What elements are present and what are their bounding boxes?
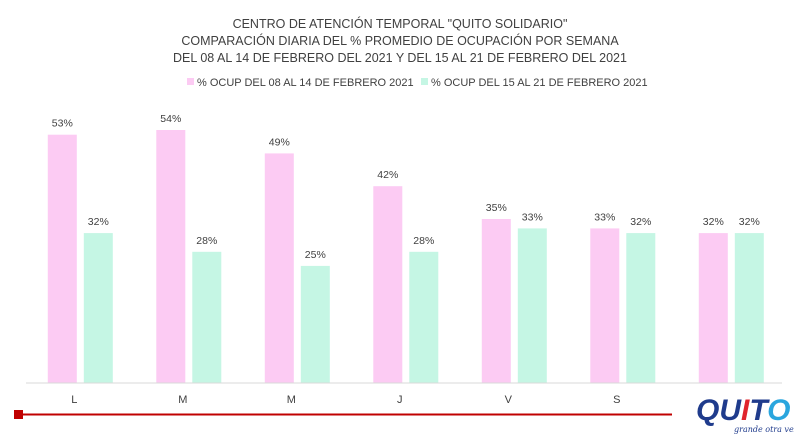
- x-tick-label-1: M: [178, 394, 187, 406]
- bar-series-1-cat-2: [264, 153, 294, 383]
- legend-swatch-series-2: [421, 78, 428, 85]
- x-tick-label-2: M: [287, 394, 296, 406]
- x-tick-label-5: S: [613, 394, 620, 406]
- x-tick-label-4: V: [505, 394, 513, 406]
- value-label-series-1-cat-5: 33%: [594, 211, 615, 223]
- quito-logo: QUITO grande otra vez: [696, 394, 794, 434]
- logo-letter-2: I: [741, 394, 750, 427]
- value-label-series-2-cat-1: 28%: [196, 235, 217, 247]
- x-tick-label-0: L: [71, 394, 77, 406]
- value-label-series-1-cat-2: 49%: [269, 136, 290, 148]
- value-label-series-1-cat-4: 35%: [486, 202, 507, 214]
- value-label-series-2-cat-5: 32%: [630, 216, 651, 228]
- logo-letter-0: Q: [696, 394, 719, 427]
- chart-legend: % OCUP DEL 08 AL 14 DE FEBRERO 2021 % OC…: [187, 77, 648, 89]
- logo-letter-4: O: [767, 394, 790, 427]
- value-label-series-2-cat-6: 32%: [739, 216, 760, 228]
- bar-series-2-cat-0: [83, 233, 113, 383]
- bar-series-1-cat-3: [373, 186, 403, 383]
- value-label-series-2-cat-0: 32%: [88, 216, 109, 228]
- bars-group: [47, 130, 764, 383]
- chart-title: CENTRO DE ATENCIÓN TEMPORAL "QUITO SOLID…: [173, 16, 627, 65]
- footer-bar: [14, 410, 672, 419]
- logo-letter-3: T: [749, 394, 770, 427]
- bar-series-2-cat-3: [409, 251, 439, 383]
- x-tick-label-3: J: [397, 394, 403, 406]
- bar-series-2-cat-1: [192, 251, 222, 383]
- quito-logo-tagline: grande otra vez: [734, 425, 794, 434]
- bar-series-1-cat-5: [590, 228, 620, 383]
- bar-series-2-cat-6: [734, 233, 764, 383]
- quito-logo-wordmark: QUITO: [696, 394, 791, 427]
- bar-series-1-cat-1: [156, 130, 186, 383]
- chart-title-line-1: CENTRO DE ATENCIÓN TEMPORAL "QUITO SOLID…: [233, 16, 568, 31]
- legend-label-series-1: % OCUP DEL 08 AL 14 DE FEBRERO 2021: [197, 77, 414, 89]
- legend-label-series-2: % OCUP DEL 15 AL 21 DE FEBRERO 2021: [431, 77, 648, 89]
- value-label-series-2-cat-2: 25%: [305, 249, 326, 261]
- chart-title-line-3: DEL 08 AL 14 DE FEBRERO DEL 2021 Y DEL 1…: [173, 51, 627, 65]
- bar-series-2-cat-5: [626, 233, 656, 383]
- bar-series-2-cat-4: [517, 228, 547, 383]
- legend-swatch-series-1: [187, 78, 194, 85]
- value-label-series-1-cat-3: 42%: [377, 169, 398, 181]
- value-label-series-2-cat-3: 28%: [413, 235, 434, 247]
- bar-series-1-cat-0: [47, 134, 77, 383]
- value-label-series-1-cat-1: 54%: [160, 113, 181, 125]
- value-label-series-1-cat-0: 53%: [52, 118, 73, 130]
- bar-series-2-cat-2: [300, 265, 330, 383]
- value-labels-group: 53% 32% 54% 28% 49% 25% 42% 28% 35% 33% 33% 32% 32% 3…: [52, 113, 760, 261]
- logo-letter-1: U: [719, 394, 742, 427]
- bar-series-1-cat-6: [698, 233, 728, 383]
- chart-title-line-2: COMPARACIÓN DIARIA DEL % PROMEDIO DE OCU…: [181, 33, 619, 48]
- footer-square-marker: [14, 410, 23, 419]
- value-label-series-2-cat-4: 33%: [522, 211, 543, 223]
- bar-series-1-cat-4: [481, 219, 511, 383]
- value-label-series-1-cat-6: 32%: [703, 216, 724, 228]
